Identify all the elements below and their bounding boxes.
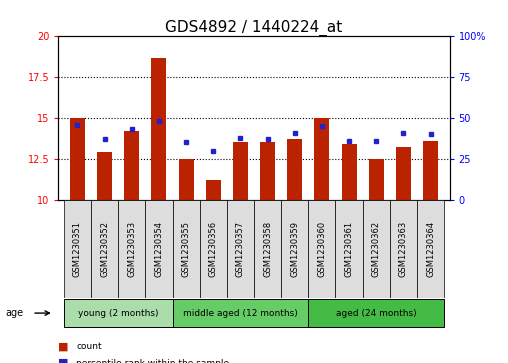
Bar [369,159,384,200]
Bar [173,299,308,327]
Text: ■: ■ [58,358,69,363]
Text: aged (24 months): aged (24 months) [336,309,417,318]
Bar [308,200,335,298]
Bar [363,200,390,298]
Bar [64,200,91,298]
Bar [200,200,227,298]
Bar [227,200,254,298]
Text: GSM1230358: GSM1230358 [263,221,272,277]
Bar [206,180,220,200]
Text: GSM1230363: GSM1230363 [399,221,408,277]
Bar [145,200,173,298]
Text: count: count [76,342,102,351]
Text: age: age [5,308,23,318]
Bar [417,200,444,298]
Text: GSM1230360: GSM1230360 [318,221,327,277]
Text: GDS4892 / 1440224_at: GDS4892 / 1440224_at [166,20,342,36]
Text: GSM1230361: GSM1230361 [344,221,354,277]
Text: middle aged (12 months): middle aged (12 months) [183,309,298,318]
Bar [64,299,173,327]
Text: GSM1230357: GSM1230357 [236,221,245,277]
Bar [151,57,167,200]
Text: GSM1230356: GSM1230356 [209,221,218,277]
Bar [260,142,275,200]
Bar [396,147,411,200]
Text: GSM1230355: GSM1230355 [181,221,190,277]
Text: GSM1230354: GSM1230354 [154,221,164,277]
Bar [97,152,112,200]
Text: GSM1230351: GSM1230351 [73,221,82,277]
Text: GSM1230364: GSM1230364 [426,221,435,277]
Text: ■: ■ [58,342,69,352]
Bar [254,200,281,298]
Bar [335,200,363,298]
Text: percentile rank within the sample: percentile rank within the sample [76,359,229,363]
Text: GSM1230352: GSM1230352 [100,221,109,277]
Bar [118,200,145,298]
Bar [281,200,308,298]
Bar [423,141,438,200]
Text: young (2 months): young (2 months) [78,309,158,318]
Bar [288,139,302,200]
Bar [341,144,357,200]
Text: GSM1230362: GSM1230362 [372,221,380,277]
Text: GSM1230359: GSM1230359 [290,221,299,277]
Text: GSM1230353: GSM1230353 [128,221,136,277]
Bar [91,200,118,298]
Bar [70,118,85,200]
Bar [390,200,417,298]
Bar [124,131,139,200]
Bar [233,142,248,200]
Bar [173,200,200,298]
Bar [308,299,444,327]
Bar [179,159,194,200]
Bar [314,118,329,200]
